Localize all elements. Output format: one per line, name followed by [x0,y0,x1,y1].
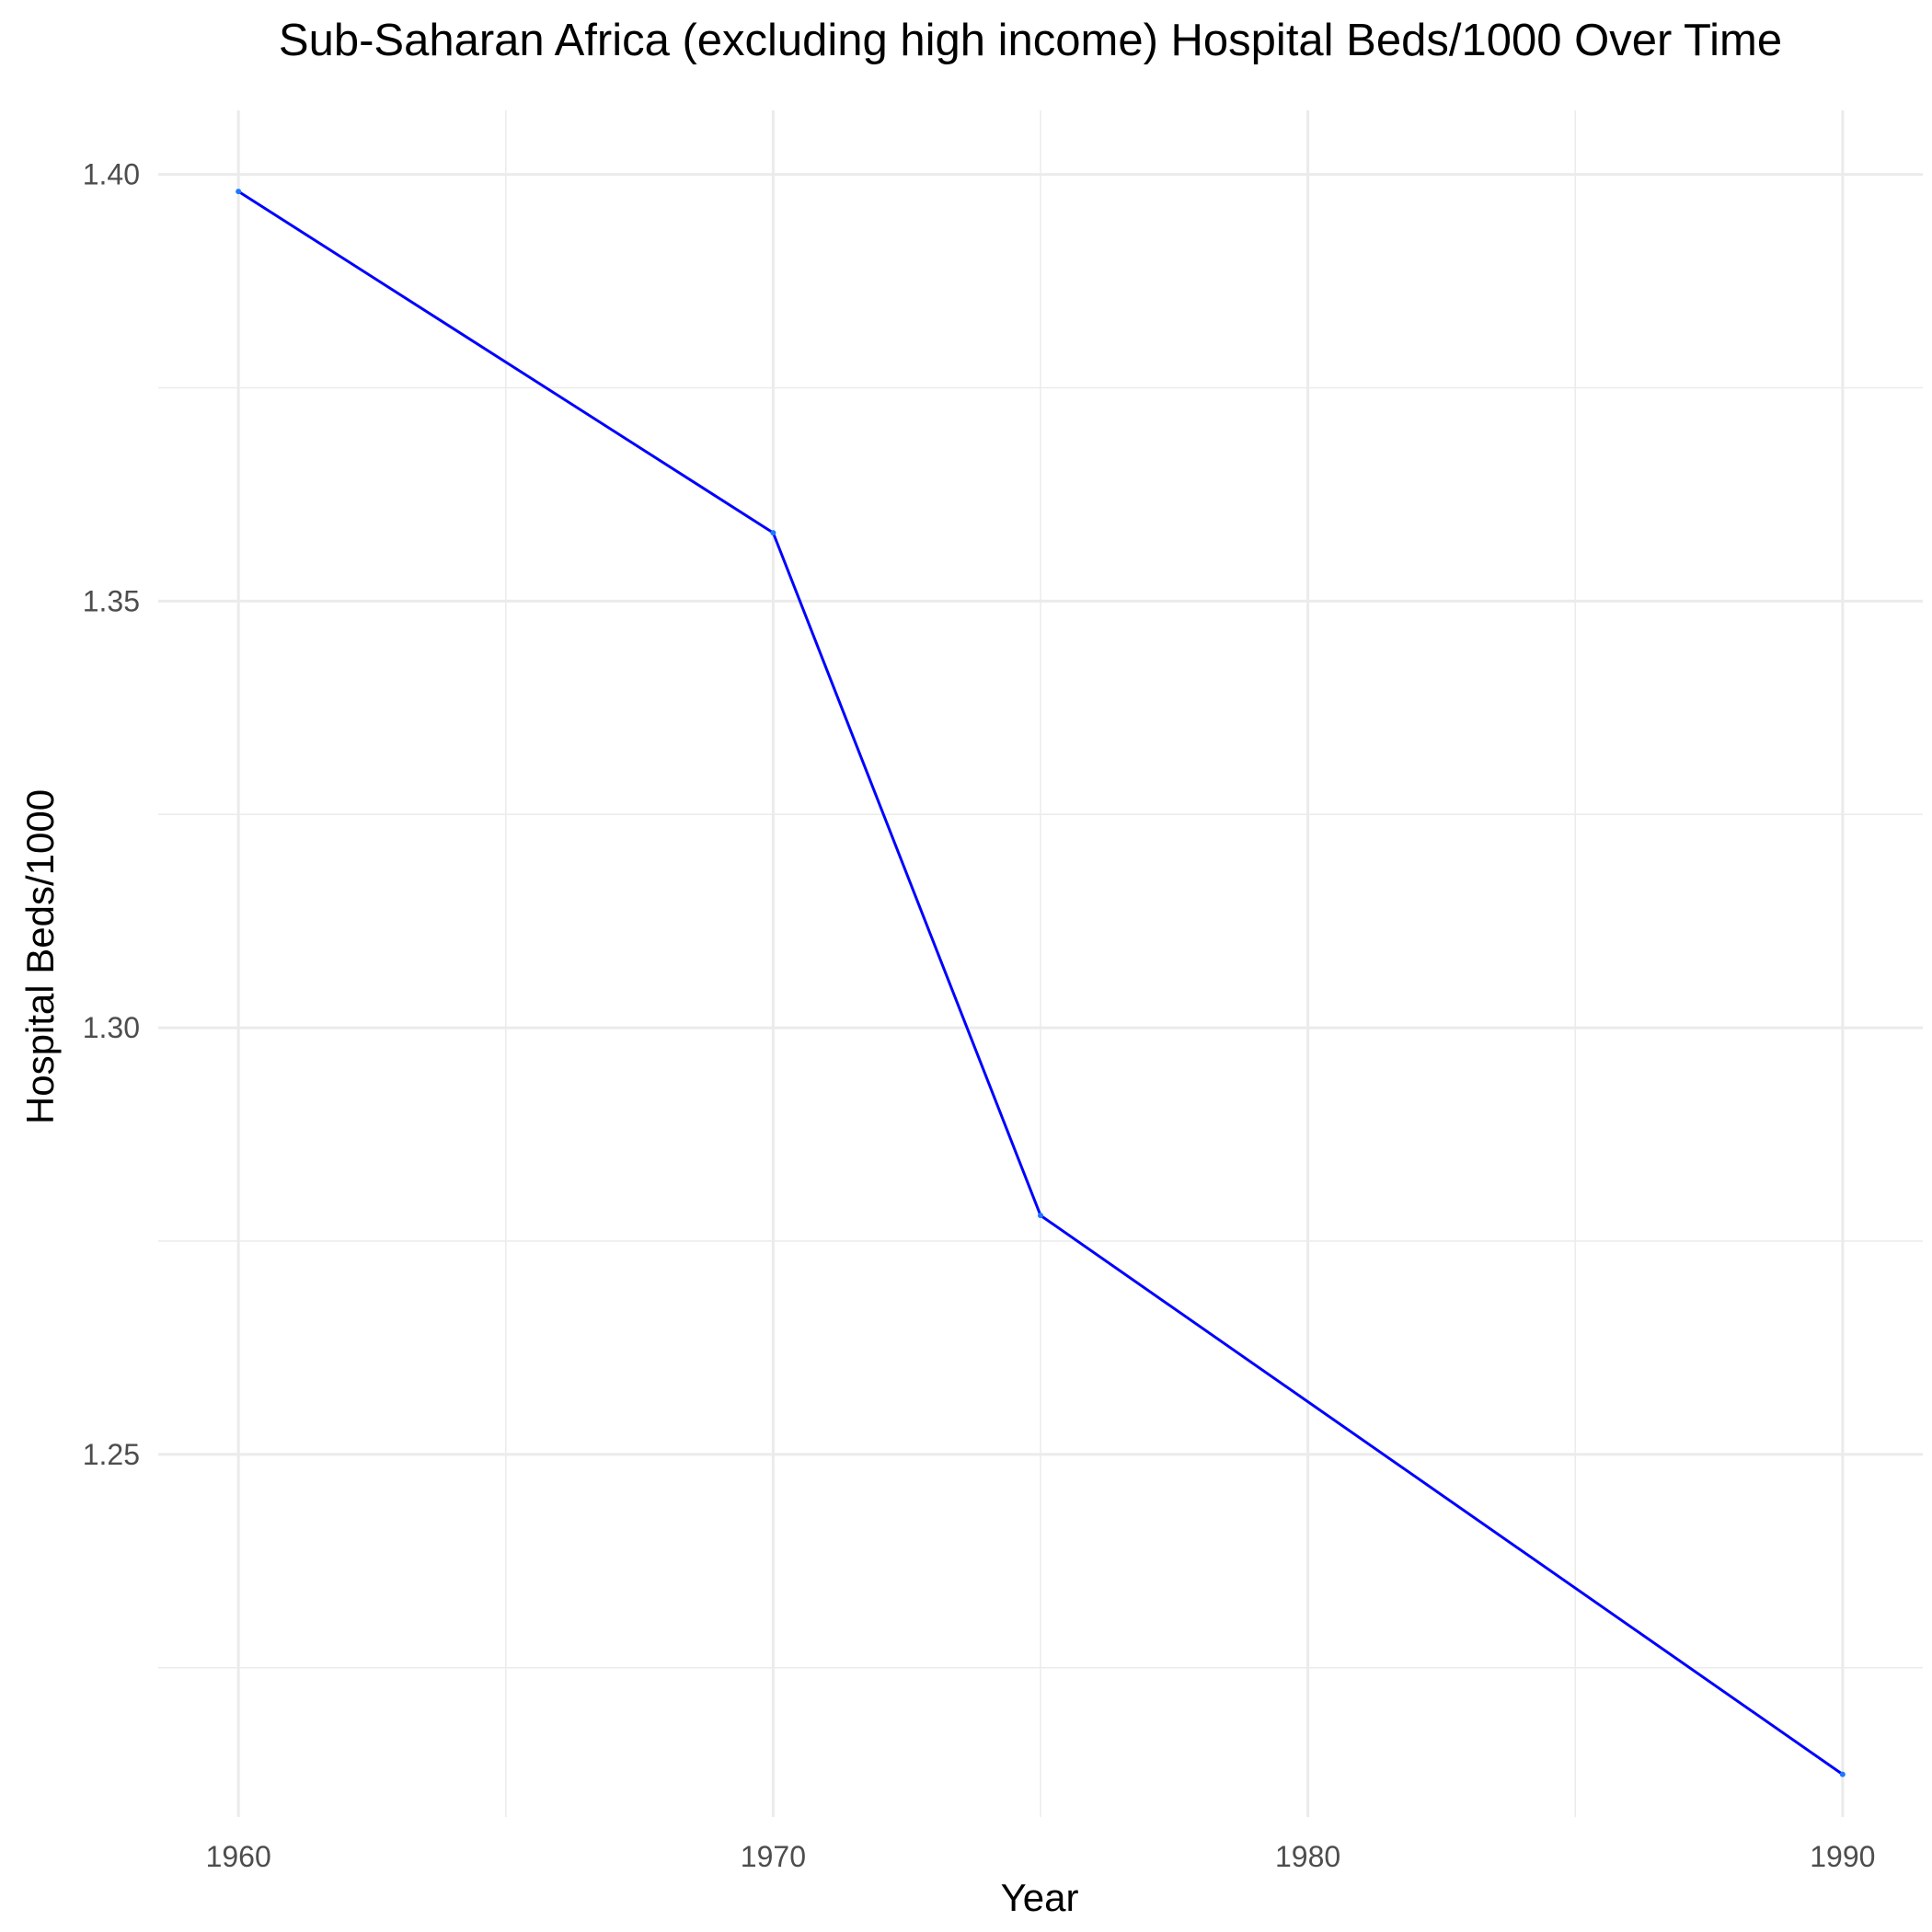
x-axis-title: Year [1001,1876,1079,1919]
x-tick-labels: 1960 1970 1980 1990 [206,1840,1876,1873]
y-tick-label: 1.25 [83,1438,140,1471]
x-tick-label: 1980 [1275,1840,1340,1873]
y-tick-label: 1.30 [83,1011,140,1044]
y-tick-label: 1.35 [83,584,140,617]
y-tick-labels: 1.25 1.30 1.35 1.40 [83,158,140,1471]
y-axis-title: Hospital Beds/1000 [18,789,62,1124]
data-point [1839,1771,1846,1777]
data-point [236,189,242,195]
series-line [237,190,1844,1776]
chart-title: Sub-Saharan Africa (excluding high incom… [279,16,1782,65]
data-point [770,530,776,536]
series-layer [236,189,1846,1777]
gridlines [158,110,1923,1817]
x-tick-label: 1990 [1810,1840,1875,1873]
x-tick-label: 1970 [741,1840,806,1873]
y-tick-label: 1.40 [83,158,140,191]
data-point [1038,1213,1043,1219]
x-tick-label: 1960 [206,1840,271,1873]
